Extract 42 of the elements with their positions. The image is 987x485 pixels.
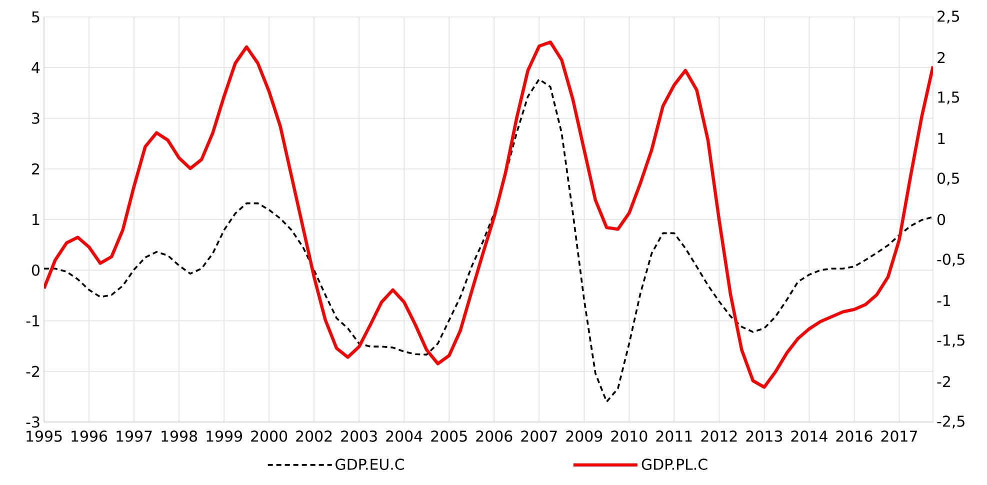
y-tick-label: 5 <box>32 11 40 23</box>
x-tick-label: 2003 <box>341 430 377 442</box>
x-tick-label: 2004 <box>386 430 422 442</box>
y2-tick-label: 1,5 <box>938 92 959 104</box>
y-tick-label: 3 <box>32 112 40 124</box>
y-tick-label: 0 <box>32 264 40 276</box>
legend-label: GDP.EU.C <box>336 458 404 470</box>
x-tick-label: 1995 <box>26 430 62 442</box>
x-tick-label: 1996 <box>72 430 108 442</box>
x-tick-label: 1997 <box>116 430 152 442</box>
x-tick-label: 2012 <box>701 430 737 442</box>
x-tick-label: 2005 <box>431 430 467 442</box>
x-tick-label: 2006 <box>476 430 512 442</box>
x-tick-label: 2000 <box>251 430 288 442</box>
x-tick-label: 1999 <box>206 430 242 442</box>
y2-tick-label: -0,5 <box>937 254 964 266</box>
y-tick-label: -2 <box>26 366 39 377</box>
x-tick-label: 2011 <box>656 430 692 442</box>
x-tick-label: 2010 <box>611 430 648 442</box>
y2-tick-label: 0 <box>938 214 946 226</box>
y2-tick-label: 2,5 <box>938 10 959 24</box>
y-tick-label: 4 <box>32 62 40 74</box>
x-tick-label: 2017 <box>881 430 917 442</box>
x-tick-label: 2002 <box>296 430 332 442</box>
y-tick-label: 2 <box>32 163 39 174</box>
y2-tick-label: -2,5 <box>937 416 964 428</box>
y2-tick-label: -1,5 <box>937 334 964 348</box>
y2-tick-label: -2 <box>937 376 950 388</box>
x-tick-label: 2013 <box>746 430 782 442</box>
x-tick-label: 2016 <box>836 430 872 442</box>
legend-label: GDP.PL.C <box>642 458 708 470</box>
y2-tick-label: 1 <box>938 133 945 144</box>
y2-tick-label: 0,5 <box>938 172 959 186</box>
y-tick-label: 1 <box>32 214 40 225</box>
x-tick-label: 2007 <box>521 430 557 442</box>
x-tick-label: 2009 <box>566 430 602 442</box>
x-tick-label: 2014 <box>791 430 828 442</box>
y2-tick-label: -1 <box>937 295 950 306</box>
y-tick-label: -1 <box>26 315 40 326</box>
y2-tick-label: 2 <box>938 52 945 64</box>
x-tick-label: 1998 <box>162 430 198 442</box>
y-tick-label: -3 <box>26 416 40 428</box>
